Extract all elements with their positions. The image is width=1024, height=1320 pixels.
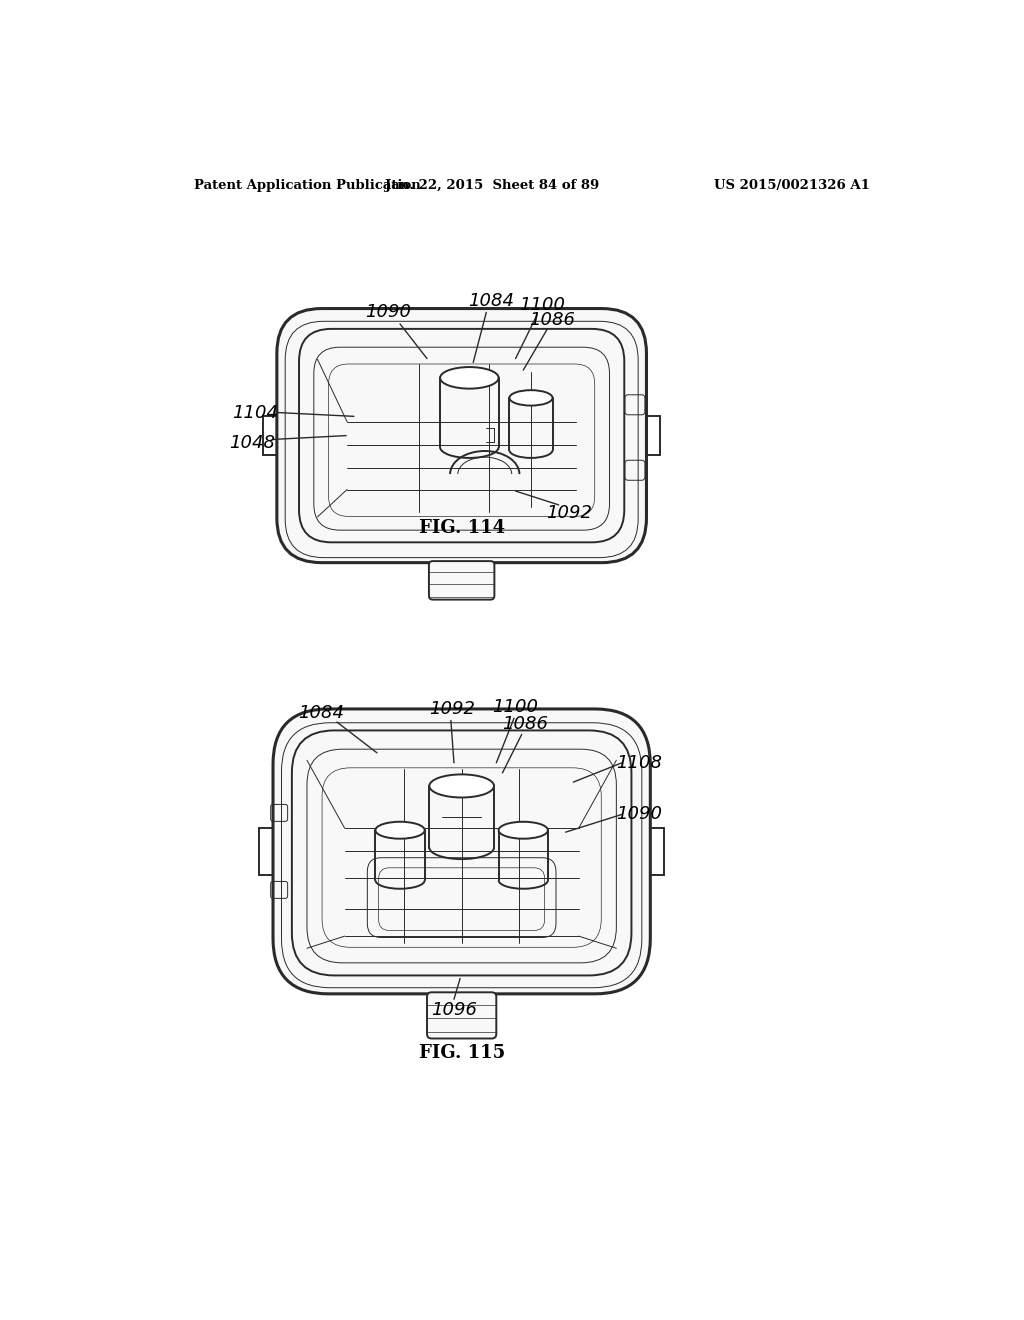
Text: Jan. 22, 2015  Sheet 84 of 89: Jan. 22, 2015 Sheet 84 of 89 <box>385 178 600 191</box>
Ellipse shape <box>440 367 499 388</box>
Text: 1108: 1108 <box>615 754 662 772</box>
Text: 1086: 1086 <box>502 715 548 734</box>
Ellipse shape <box>509 391 553 405</box>
Text: Patent Application Publication: Patent Application Publication <box>194 178 421 191</box>
Ellipse shape <box>429 775 494 797</box>
Text: 1096: 1096 <box>431 1001 477 1019</box>
Text: FIG. 114: FIG. 114 <box>419 519 505 537</box>
Text: FIG. 115: FIG. 115 <box>419 1044 505 1063</box>
Text: 1084: 1084 <box>468 292 514 310</box>
Text: US 2015/0021326 A1: US 2015/0021326 A1 <box>714 178 869 191</box>
Ellipse shape <box>499 822 548 838</box>
Text: 1048: 1048 <box>229 434 275 453</box>
Text: 1090: 1090 <box>366 304 412 321</box>
Text: 1104: 1104 <box>232 404 279 421</box>
Text: 1086: 1086 <box>529 312 575 329</box>
FancyBboxPatch shape <box>429 561 495 599</box>
FancyBboxPatch shape <box>273 709 650 994</box>
Text: 1092: 1092 <box>547 504 593 521</box>
Text: 1100: 1100 <box>519 296 565 314</box>
Text: 1092: 1092 <box>429 700 475 718</box>
Ellipse shape <box>376 822 425 838</box>
FancyBboxPatch shape <box>427 993 497 1039</box>
Text: 1090: 1090 <box>615 805 662 824</box>
Text: 1100: 1100 <box>493 698 539 717</box>
FancyBboxPatch shape <box>276 309 646 562</box>
Text: 1084: 1084 <box>299 704 344 722</box>
